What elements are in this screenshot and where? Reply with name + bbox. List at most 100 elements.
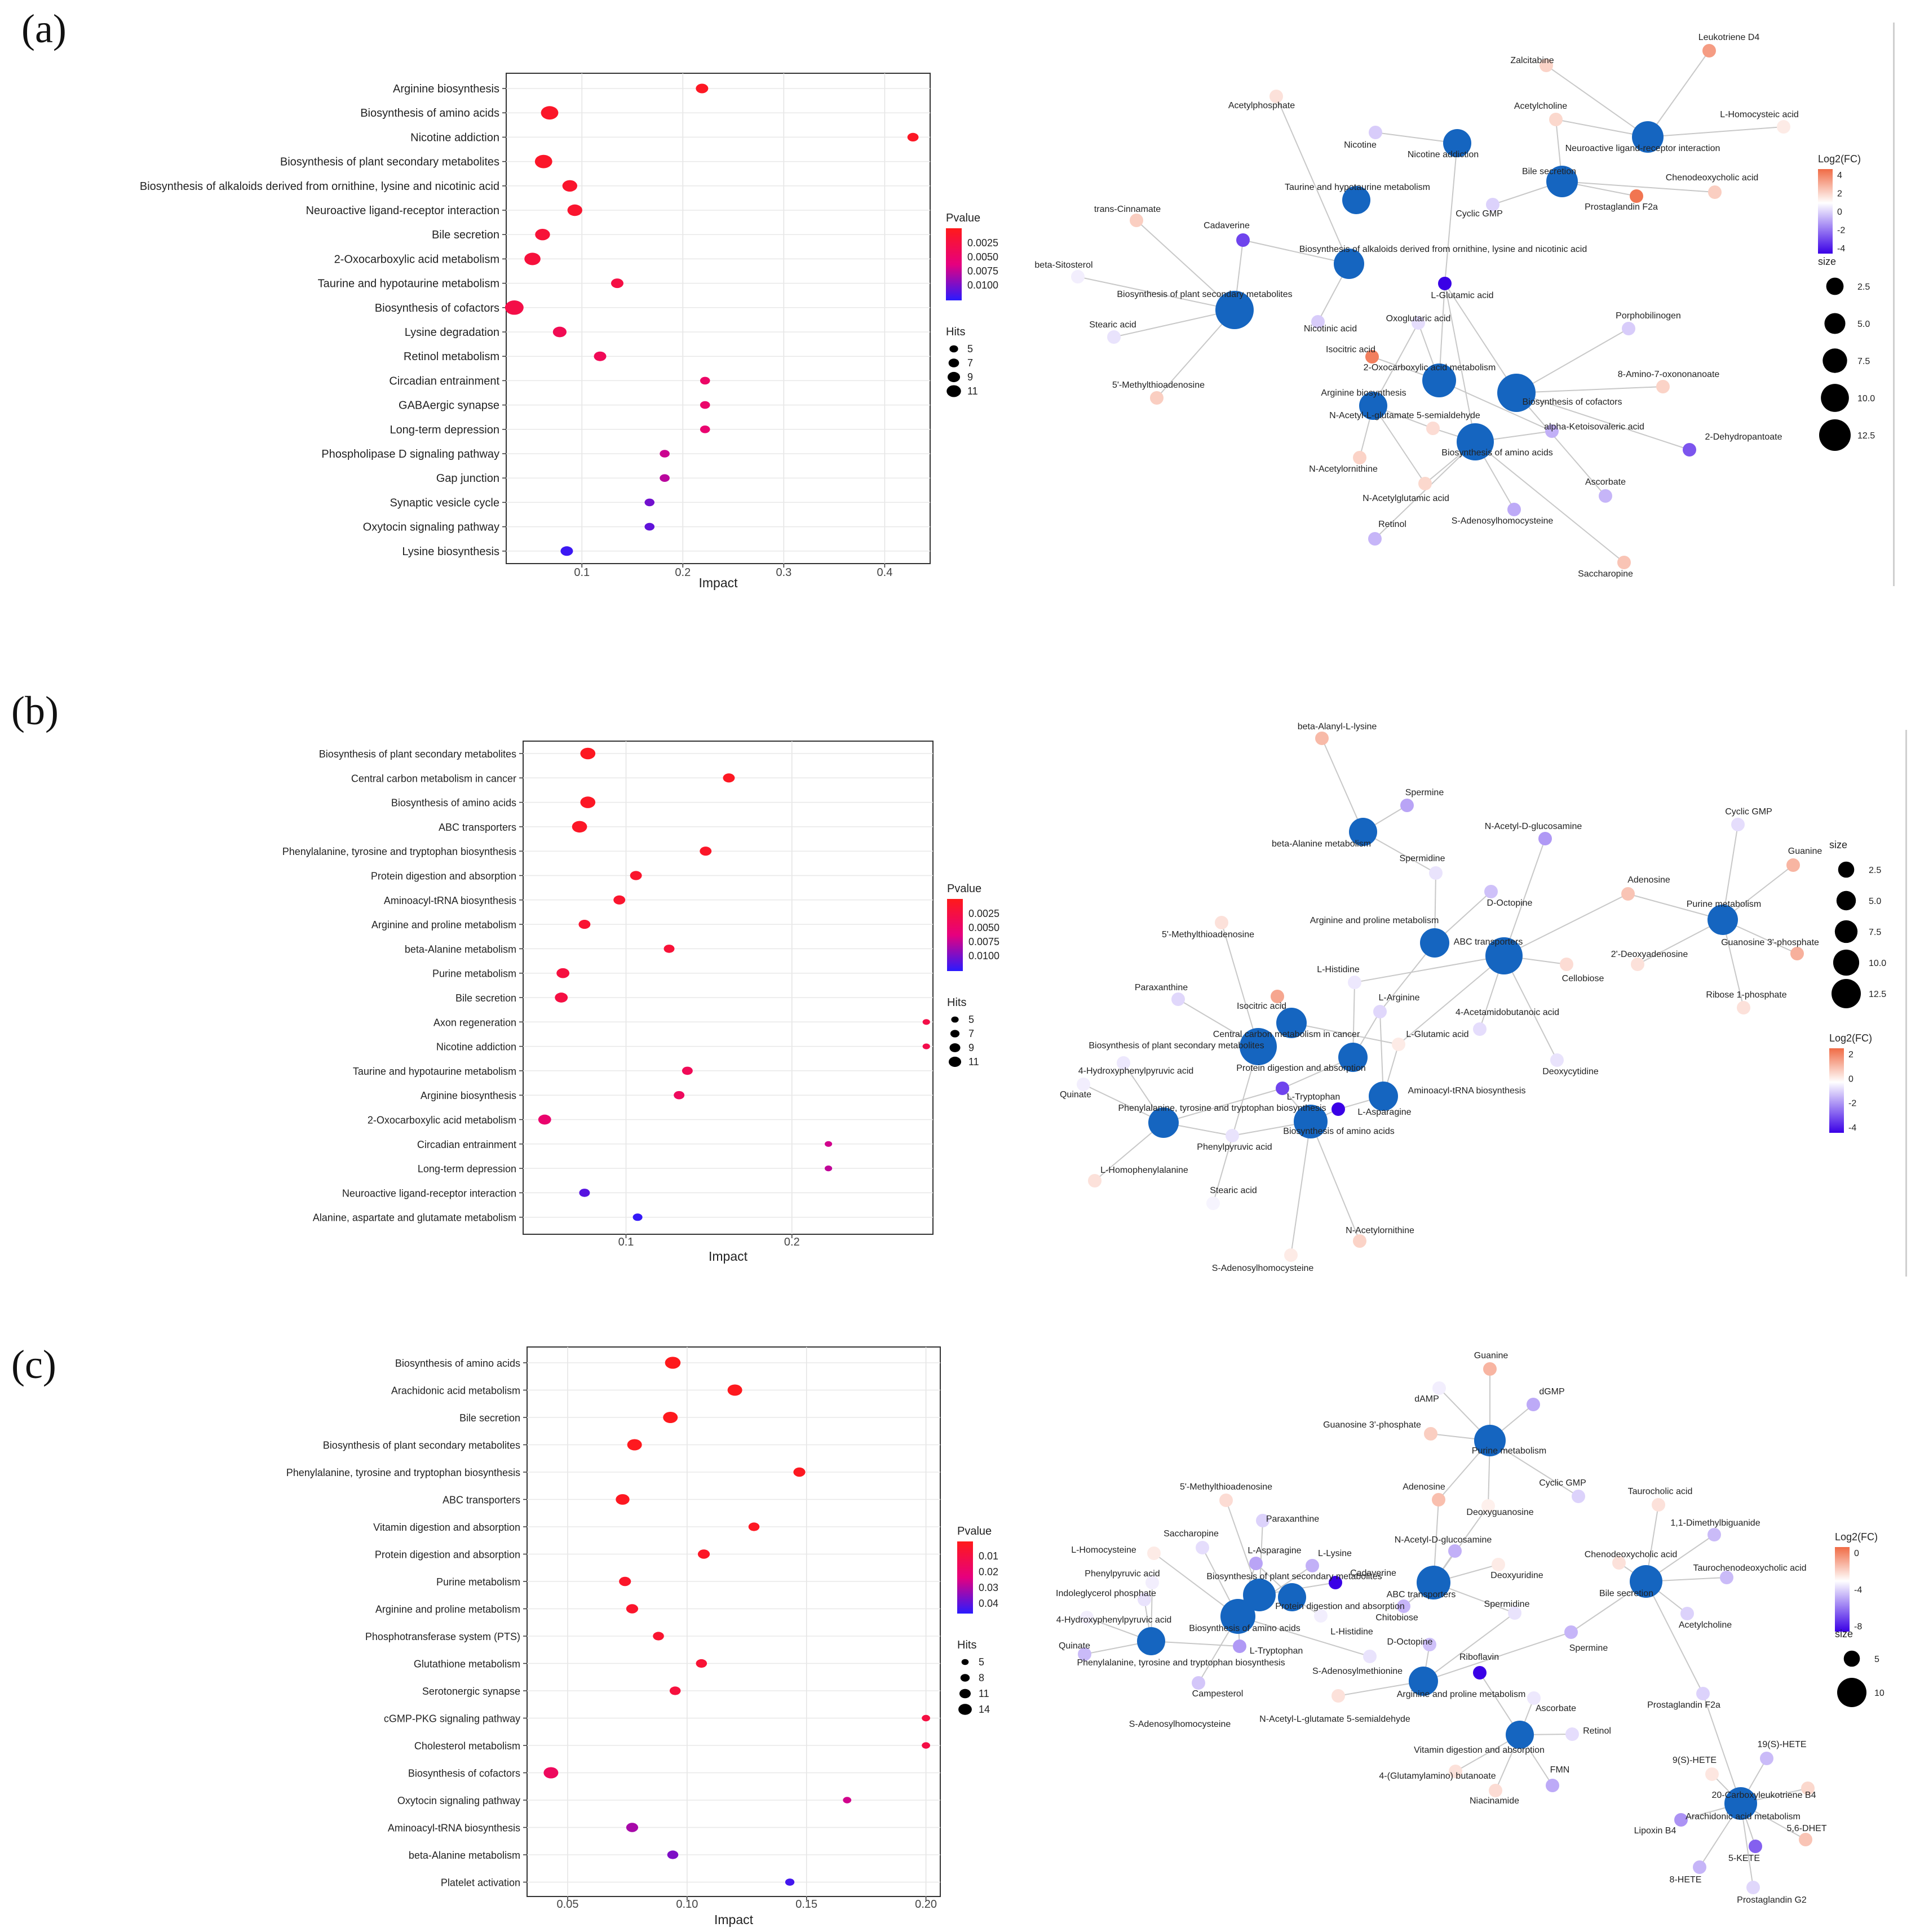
node-label: Purine metabolism bbox=[1687, 899, 1762, 909]
pathway-dot bbox=[505, 300, 524, 315]
pathway-label: Aminoacyl-tRNA biosynthesis bbox=[388, 1823, 520, 1834]
node-label: Spermine bbox=[1569, 1643, 1608, 1653]
network-edge bbox=[1221, 922, 1259, 1047]
network-1: beta-Alanyl-L-lysine Spermine Cyclic GMP N-… bbox=[1060, 722, 1886, 1273]
pathway-dot bbox=[922, 1714, 930, 1722]
node-label: Cyclic GMP bbox=[1539, 1478, 1586, 1488]
node-label: Arachidonic acid metabolism bbox=[1686, 1812, 1801, 1822]
metabolite-node bbox=[1331, 1102, 1345, 1116]
node-label: Deoxycytidine bbox=[1542, 1067, 1599, 1076]
node-label: N-Acetyl-L-glutamate 5-semialdehyde bbox=[1329, 411, 1480, 420]
pathway-dot bbox=[669, 1686, 681, 1695]
pathway-dot bbox=[748, 1522, 760, 1531]
network-edge bbox=[1647, 126, 1784, 138]
size-legend-dot bbox=[1821, 384, 1849, 412]
fc-tick-label: 0 bbox=[1848, 1074, 1854, 1084]
network-edge bbox=[1722, 824, 1739, 920]
node-label: dAMP bbox=[1414, 1394, 1439, 1404]
pathway-dot bbox=[594, 351, 607, 361]
network-edge bbox=[1702, 1693, 1741, 1804]
metabolite-node bbox=[1400, 799, 1414, 812]
node-label: Ribose 1-phosphate bbox=[1706, 990, 1786, 1000]
node-label: Nicotinic acid bbox=[1304, 324, 1357, 334]
metabolite-node bbox=[1749, 1840, 1762, 1853]
pathway-node bbox=[1457, 423, 1494, 460]
metabolite-node bbox=[1171, 992, 1185, 1006]
metabolite-node bbox=[1353, 1234, 1366, 1248]
x-tick-label: 0.3 bbox=[776, 566, 791, 579]
pathway-dot bbox=[665, 1357, 681, 1369]
pathway-label: Oxytocin signaling pathway bbox=[363, 521, 499, 534]
node-label: Adenosine bbox=[1403, 1482, 1445, 1492]
metabolite-node bbox=[1549, 113, 1563, 126]
pathway-node bbox=[1334, 249, 1364, 279]
network-edge bbox=[1242, 240, 1350, 264]
node-label: Taurochenodeoxycholic acid bbox=[1693, 1563, 1806, 1573]
node-label: Quinate bbox=[1059, 1641, 1090, 1651]
network-edge bbox=[1546, 65, 1648, 138]
metabolite-node bbox=[1071, 270, 1085, 283]
pathway-node bbox=[1294, 1105, 1328, 1138]
metabolite-node bbox=[1284, 1248, 1298, 1262]
pathway-dot bbox=[626, 1823, 639, 1832]
node-label: Retinol bbox=[1378, 520, 1406, 529]
pathway-node bbox=[1422, 364, 1456, 397]
metabolite-node bbox=[1550, 1053, 1564, 1067]
pathway-node bbox=[1240, 1028, 1277, 1065]
metabolite-node bbox=[1746, 1881, 1760, 1894]
pathway-label: Bile secretion bbox=[459, 1412, 520, 1424]
hits-tick-label: 5 bbox=[967, 343, 973, 355]
node-label: N-Acetyl-D-glucosamine bbox=[1485, 822, 1582, 831]
pvalue-tick-label: 0.0025 bbox=[968, 908, 999, 919]
pathway-label: beta-Alanine metabolism bbox=[405, 943, 516, 955]
metabolite-node bbox=[1373, 1005, 1387, 1018]
pathway-dot bbox=[619, 1576, 631, 1587]
metabolite-node bbox=[1707, 1528, 1721, 1541]
pathway-label: Lysine biosynthesis bbox=[402, 546, 499, 558]
metabolite-node bbox=[1206, 1197, 1220, 1210]
node-label: Chenodeoxycholic acid bbox=[1585, 1550, 1678, 1559]
network-edge bbox=[1475, 441, 1625, 563]
metabolite-node bbox=[1680, 1607, 1694, 1620]
pathway-label: Biosynthesis of plant secondary metaboli… bbox=[280, 156, 499, 169]
node-label: L-Asparagine bbox=[1357, 1107, 1411, 1117]
pathway-dot bbox=[660, 450, 670, 458]
network-edge bbox=[1310, 1121, 1360, 1242]
node-label: Spermidine bbox=[1400, 854, 1445, 863]
node-label: 5'-Methylthioadenosine bbox=[1112, 380, 1205, 390]
network-edge bbox=[1637, 919, 1723, 965]
hits-tick-label: 7 bbox=[968, 1028, 974, 1039]
node-label: Ascorbate bbox=[1585, 477, 1626, 487]
pathway-label: Bile secretion bbox=[432, 229, 499, 241]
node-label: dGMP bbox=[1539, 1387, 1564, 1397]
metabolite-node bbox=[1150, 391, 1164, 405]
hits-tick-label: 9 bbox=[967, 371, 973, 383]
metabolite-node bbox=[1720, 1571, 1733, 1584]
network-separator-a bbox=[1893, 23, 1895, 586]
dotplot-0: 0.1 0.2 0.3 0.4 Impact Arginine biosynthesis B… bbox=[140, 73, 998, 590]
pathway-label: ABC transporters bbox=[443, 1495, 520, 1506]
fc-colorbar bbox=[1818, 169, 1833, 254]
hits-tick-label: 14 bbox=[979, 1704, 990, 1715]
pathway-label: Retinol metabolism bbox=[404, 351, 499, 363]
pathway-dot bbox=[562, 180, 577, 192]
hits-legend-dot bbox=[946, 385, 961, 397]
node-label: L-Asparagine bbox=[1248, 1546, 1301, 1556]
pathway-dot bbox=[907, 132, 919, 142]
pathway-label: Protein digestion and absorption bbox=[371, 871, 516, 882]
pathway-dot bbox=[543, 1767, 559, 1779]
network-edge bbox=[1156, 309, 1235, 398]
network-edge bbox=[1151, 1641, 1240, 1647]
node-label: Biosynthesis of plant secondary metaboli… bbox=[1117, 290, 1292, 299]
pathway-dot bbox=[700, 376, 710, 385]
metabolite-node bbox=[1249, 1557, 1263, 1570]
dotplot-2: 0.05 0.10 0.15 0.20 Impact Biosynthesis of am… bbox=[286, 1346, 998, 1927]
pathway-label: Oxytocin signaling pathway bbox=[397, 1795, 520, 1806]
metabolite-node bbox=[1538, 832, 1552, 845]
hits-legend-dot bbox=[958, 1704, 972, 1715]
network-edge bbox=[1291, 1022, 1399, 1045]
fc-tick-label: 2 bbox=[1837, 189, 1842, 199]
pathway-label: Biosynthesis of plant secondary metaboli… bbox=[319, 748, 516, 760]
node-label: Acetylcholine bbox=[1514, 101, 1567, 111]
metabolite-node bbox=[1397, 1599, 1410, 1613]
